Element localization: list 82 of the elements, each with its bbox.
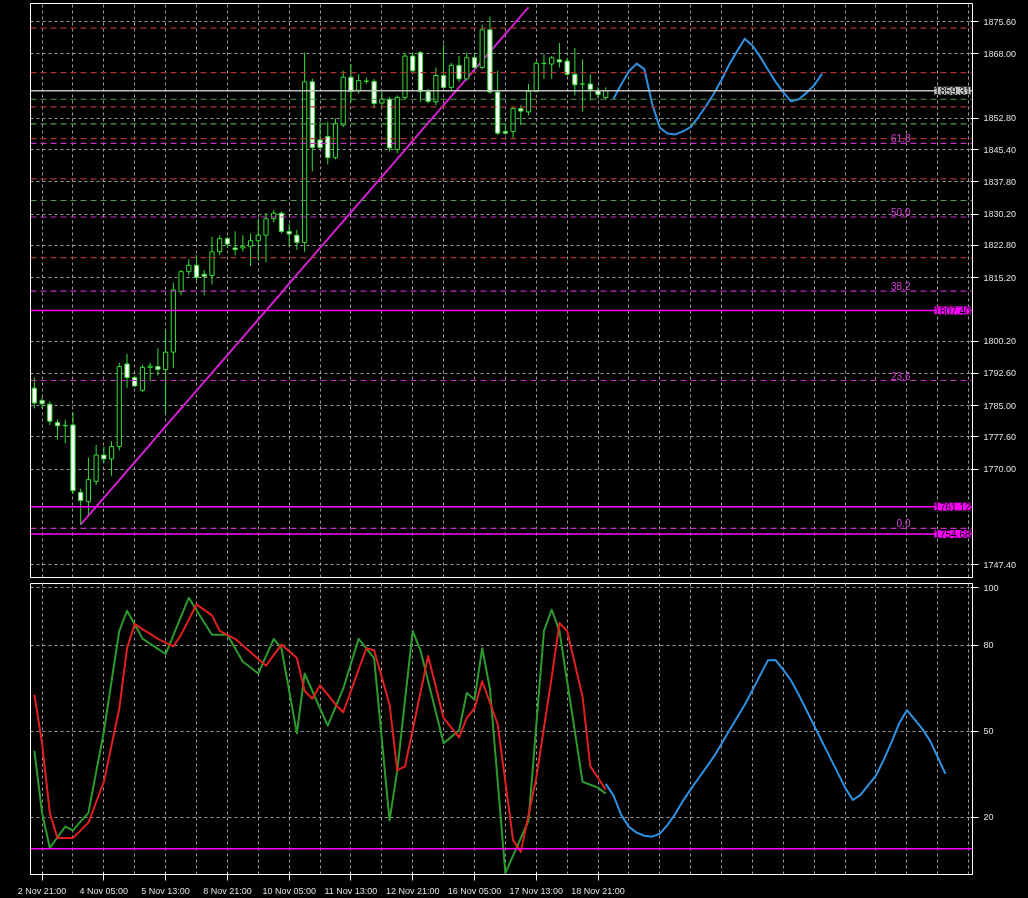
candlestick — [232, 230, 238, 256]
candlestick — [464, 52, 470, 82]
x-tick-label: 4 Nov 05:00 — [79, 885, 129, 896]
y-tick-label: 1792.60 — [983, 368, 1017, 379]
candlestick — [348, 63, 354, 103]
x-tick-label: 2 Nov 21:00 — [17, 885, 67, 896]
candlestick — [54, 418, 61, 440]
candlestick — [47, 400, 53, 426]
ref-line-label: 1754.68 — [934, 528, 971, 540]
candlestick — [410, 52, 416, 75]
y-tick-label: 1845.40 — [983, 144, 1017, 155]
candlestick — [564, 57, 570, 77]
x-tick-label: 18 Nov 21:00 — [571, 885, 625, 896]
y-tick-label: 1777.60 — [983, 431, 1017, 442]
candlestick — [209, 236, 215, 285]
candlestick — [556, 42, 563, 68]
candlestick — [440, 44, 447, 90]
annotation: 61.8 — [891, 133, 911, 145]
ref-line-label: 1807.40 — [934, 305, 971, 317]
candlestick — [518, 104, 524, 126]
y-tick-label: 1785.00 — [983, 400, 1017, 411]
candlestick — [579, 58, 586, 113]
candlestick — [147, 362, 153, 382]
y-tick-label: 1770.00 — [983, 464, 1017, 475]
candlestick — [255, 218, 261, 262]
line-series — [604, 659, 947, 838]
candlestick — [101, 446, 107, 464]
x-tick-label: 10 Nov 05:00 — [262, 885, 316, 896]
y-tick-label: 1747.40 — [983, 559, 1017, 570]
candlestick — [139, 364, 146, 393]
candlestick — [201, 269, 207, 296]
candlestick — [286, 223, 292, 247]
y-tick-label: 1822.80 — [983, 240, 1017, 251]
candlestick — [294, 229, 300, 251]
y-tick-label: 1852.80 — [983, 113, 1017, 124]
x-tick-label: 12 Nov 21:00 — [385, 885, 440, 896]
candlestick — [163, 329, 169, 415]
annotation: 50.0 — [891, 207, 911, 218]
candlestick — [78, 488, 84, 526]
candlestick — [456, 55, 462, 83]
candlestick — [108, 440, 115, 477]
candlestick — [356, 73, 362, 95]
candlestick — [193, 254, 200, 282]
line-series — [612, 37, 823, 136]
y-tick-label: 1815.20 — [983, 272, 1017, 283]
y-tick-label: 1875.60 — [983, 16, 1017, 27]
y-tick-label: 1830.20 — [983, 209, 1017, 220]
y-tick-label: 80 — [983, 640, 994, 651]
candlestick — [549, 55, 555, 80]
candlestick — [325, 121, 331, 165]
candlestick — [85, 457, 92, 515]
x-tick-label: 16 Nov 05:00 — [447, 885, 502, 896]
candlestick — [541, 53, 547, 80]
annotation: 0.0 — [896, 518, 911, 530]
y-tick-label: 1868.00 — [983, 48, 1017, 59]
candlestick — [178, 269, 184, 296]
candlestick — [155, 347, 161, 376]
candlestick — [448, 62, 454, 91]
y-tick-label: 100 — [983, 582, 999, 593]
candlestick — [62, 418, 68, 444]
ref-line-label: 1761.12 — [934, 501, 971, 513]
candlestick — [263, 212, 269, 263]
y-tick-label: 1837.80 — [983, 176, 1017, 187]
y-tick-label: 20 — [983, 812, 994, 823]
x-tick-label: 8 Nov 21:00 — [203, 885, 252, 896]
candlestick — [217, 234, 223, 256]
y-tick-label: 1800.20 — [983, 336, 1017, 347]
candlestick — [587, 73, 593, 102]
candlestick — [124, 353, 130, 389]
candlestick — [572, 47, 578, 96]
x-tick-label: 17 Nov 13:00 — [509, 885, 564, 896]
candlestick — [317, 121, 323, 150]
y-tick-label: 50 — [983, 726, 994, 737]
ref-line-label: 1859.31 — [934, 85, 971, 97]
x-tick-label: 11 Nov 13:00 — [324, 885, 378, 896]
line-series — [79, 6, 530, 526]
candlestick — [247, 233, 254, 267]
candlestick — [525, 83, 532, 116]
annotation: 23.6 — [891, 370, 911, 382]
candlestick — [39, 396, 45, 409]
x-tick-label: 5 Nov 13:00 — [141, 885, 190, 896]
annotation: 38.2 — [891, 281, 911, 293]
